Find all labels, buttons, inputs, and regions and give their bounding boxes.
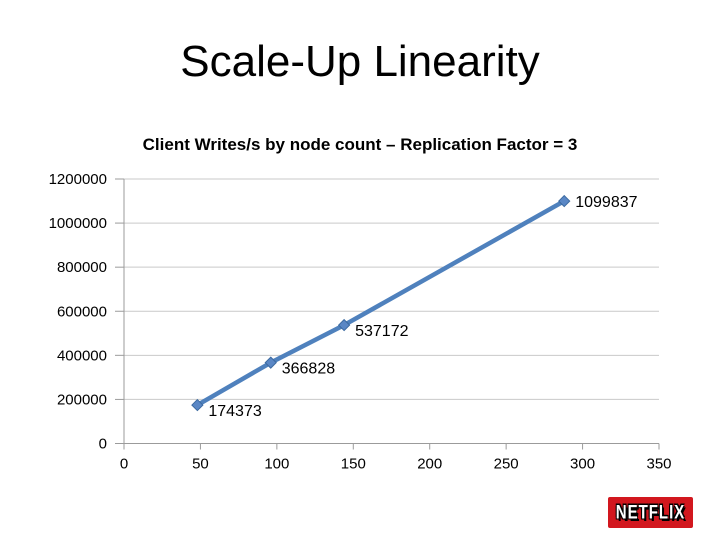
chart-title: Client Writes/s by node count – Replicat… <box>142 135 578 154</box>
data-point-marker <box>264 356 277 369</box>
data-label: 537172 <box>355 323 408 340</box>
x-tick-label: 50 <box>192 456 209 473</box>
y-tick-label: 400000 <box>57 347 107 364</box>
x-tick-label: 350 <box>646 456 671 473</box>
netflix-logo-text: NETFLIX <box>615 501 686 524</box>
page-title: Scale-Up Linearity <box>180 37 540 86</box>
netflix-logo: NETFLIX <box>608 497 693 528</box>
y-tick-label: 600000 <box>57 303 107 320</box>
data-label: 174373 <box>208 403 261 420</box>
y-tick-label: 0 <box>99 436 107 453</box>
y-tick-label: 1200000 <box>49 171 107 188</box>
data-point-marker <box>191 398 204 412</box>
data-label: 1099837 <box>575 194 637 211</box>
x-tick-label: 250 <box>494 456 519 473</box>
data-label: 366828 <box>282 361 335 378</box>
x-tick-label: 0 <box>120 456 128 473</box>
x-tick-label: 200 <box>417 456 442 473</box>
y-tick-label: 800000 <box>57 259 107 276</box>
data-point-marker <box>558 194 571 208</box>
x-tick-label: 150 <box>341 456 366 473</box>
y-tick-label: 200000 <box>57 391 107 408</box>
data-point-marker <box>337 318 351 332</box>
x-tick-label: 300 <box>570 456 595 473</box>
x-tick-label: 100 <box>264 456 289 473</box>
y-tick-label: 1000000 <box>49 215 107 232</box>
data-line <box>195 198 567 408</box>
